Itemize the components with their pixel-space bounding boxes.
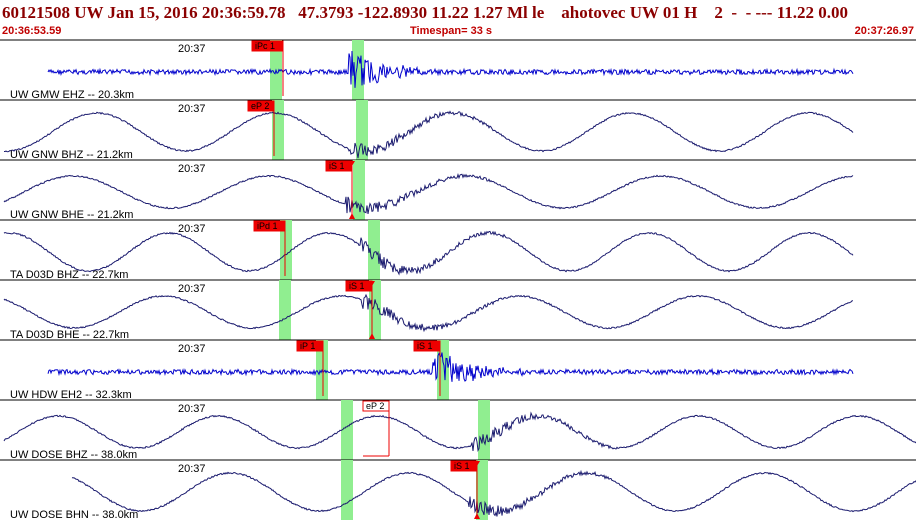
- trace-row-dose-bhz[interactable]: eP 2 20:37 UW DOSE BHZ -- 38.0km: [0, 399, 916, 461]
- pick-label: iS 1: [454, 461, 470, 471]
- pick-window: [272, 100, 284, 160]
- time-label: 20:37: [178, 343, 206, 355]
- station-label: UW GMW EHZ -- 20.3km: [10, 89, 134, 101]
- station-label: UW GNW BHE -- 21.2km: [10, 209, 133, 221]
- phase-pick[interactable]: eP 2: [362, 400, 390, 457]
- station-label: TA D03D BHZ -- 22.7km: [10, 269, 128, 281]
- event-summary: 60121508 UW Jan 15, 2016 20:36:59.78 47.…: [2, 3, 849, 22]
- phase-pick[interactable]: iS 1: [413, 340, 441, 396]
- pick-label: iS 1: [329, 161, 345, 171]
- time-label: 20:37: [178, 403, 206, 415]
- timespan-label: Timespan=: [410, 25, 468, 37]
- pick-label: iPd 1: [257, 221, 278, 231]
- end-time: 20:37:26.97: [854, 25, 914, 37]
- pick-label: eP 2: [366, 401, 384, 411]
- time-label: 20:37: [178, 163, 206, 175]
- pick-window: [356, 100, 368, 160]
- trace-row-gmw-ehz[interactable]: iPc 1 20:37 UW GMW EHZ -- 20.3km: [0, 39, 916, 101]
- station-label: UW HDW EH2 -- 32.3km: [10, 389, 132, 401]
- station-label: UW DOSE BHZ -- 38.0km: [10, 449, 137, 461]
- time-label: 20:37: [178, 43, 206, 55]
- pick-window: [341, 400, 353, 460]
- pick-label: iS 1: [349, 281, 365, 291]
- waveform-dose-bhz: [3, 411, 916, 453]
- trace-row-hdw-eh2[interactable]: iP 1 iS 1 20:37 UW HDW EH2 -- 32.3km: [0, 339, 916, 401]
- time-label: 20:37: [178, 283, 206, 295]
- pick-window: [341, 460, 353, 520]
- pick-window: [353, 160, 365, 220]
- station-label: UW GNW BHZ -- 21.2km: [10, 149, 133, 161]
- waveform-gnw-bhz: [4, 110, 854, 159]
- phase-pick[interactable]: iS 1: [450, 460, 480, 519]
- phase-pick[interactable]: eP 2: [247, 100, 275, 156]
- trace-row-gnw-bhe[interactable]: iS 1 20:37 UW GNW BHE -- 21.2km: [0, 159, 916, 221]
- phase-pick[interactable]: iPd 1: [253, 220, 286, 276]
- waveform-d03d-bhz: [3, 230, 854, 276]
- pick-window: [368, 220, 380, 280]
- waveform-hdw-eh2: [47, 352, 854, 382]
- waveform-gnw-bhe: [3, 173, 854, 214]
- pick-label: iPc 1: [255, 41, 275, 51]
- waveform-dose-bhn: [71, 469, 916, 517]
- start-time: 20:36:53.59: [2, 25, 62, 37]
- pick-label: iP 1: [300, 341, 315, 351]
- pick-window: [478, 400, 490, 460]
- waveform-gmw-ehz: [47, 50, 854, 88]
- station-label: UW DOSE BHN -- 38.0km: [10, 509, 138, 520]
- time-label: 20:37: [178, 223, 206, 235]
- phase-pick[interactable]: iS 1: [345, 280, 375, 339]
- phase-pick[interactable]: iP 1: [296, 340, 324, 396]
- phase-pick[interactable]: iPc 1: [251, 40, 284, 96]
- station-label: TA D03D BHE -- 22.7km: [10, 329, 129, 341]
- timespan-value: 33 s: [470, 25, 493, 37]
- pick-marker-bottom: [349, 213, 355, 219]
- pick-window: [280, 220, 292, 280]
- pick-marker-top: [369, 281, 375, 286]
- time-label: 20:37: [178, 103, 206, 115]
- timespan: Timespan= 33 s: [410, 25, 492, 37]
- pick-label: eP 2: [251, 101, 269, 111]
- time-label: 20:37: [178, 463, 206, 475]
- pick-label: iS 1: [417, 341, 433, 351]
- trace-row-gnw-bhz[interactable]: eP 2 20:37 UW GNW BHZ -- 21.2km: [0, 99, 916, 161]
- pick-marker-top: [474, 461, 480, 466]
- trace-row-dose-bhn[interactable]: iS 1 20:37 UW DOSE BHN -- 38.0km: [0, 459, 916, 520]
- pick-marker-bottom: [474, 513, 480, 519]
- event-header: 60121508 UW Jan 15, 2016 20:36:59.78 47.…: [0, 0, 916, 38]
- trace-row-d03d-bhe[interactable]: iS 1 20:37 TA D03D BHE -- 22.7km: [0, 279, 916, 341]
- trace-row-d03d-bhz[interactable]: iPd 1 20:37 TA D03D BHZ -- 22.7km: [0, 219, 916, 281]
- phase-pick[interactable]: iS 1: [325, 160, 355, 219]
- pick-marker-bottom: [369, 333, 375, 339]
- pick-window: [279, 280, 291, 340]
- pick-marker-top: [349, 161, 355, 166]
- waveform-d03d-bhe: [3, 293, 854, 333]
